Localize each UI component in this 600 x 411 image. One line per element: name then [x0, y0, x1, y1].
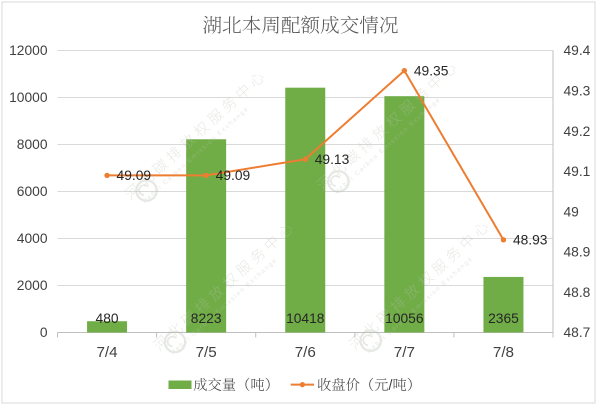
svg-text:8223: 8223 [191, 311, 222, 326]
svg-text:49.09: 49.09 [117, 168, 152, 183]
svg-text:48.7: 48.7 [564, 325, 591, 340]
svg-text:7/6: 7/6 [295, 344, 316, 361]
svg-text:49.4: 49.4 [564, 43, 591, 58]
svg-text:7/8: 7/8 [493, 344, 514, 361]
svg-text:49.3: 49.3 [564, 83, 591, 98]
svg-text:10418: 10418 [286, 311, 325, 326]
svg-text:6000: 6000 [17, 184, 48, 199]
svg-text:49.13: 49.13 [315, 152, 350, 167]
svg-text:7/4: 7/4 [96, 344, 117, 361]
svg-text:49: 49 [564, 204, 580, 219]
svg-text:2365: 2365 [488, 311, 519, 326]
svg-text:12000: 12000 [9, 43, 48, 58]
svg-text:48.9: 48.9 [564, 245, 591, 260]
svg-text:48.8: 48.8 [564, 285, 591, 300]
svg-text:8000: 8000 [17, 137, 48, 152]
svg-text:49.35: 49.35 [414, 63, 449, 78]
svg-text:49.1: 49.1 [564, 164, 591, 179]
svg-text:48.93: 48.93 [513, 233, 548, 248]
svg-text:10056: 10056 [385, 311, 424, 326]
svg-text:/: / [389, 378, 393, 394]
svg-text:480: 480 [96, 311, 119, 326]
svg-text:4000: 4000 [17, 231, 48, 246]
svg-text:0: 0 [40, 325, 48, 340]
svg-text:49.2: 49.2 [564, 124, 591, 139]
svg-text:10000: 10000 [9, 90, 48, 105]
svg-text:2000: 2000 [17, 278, 48, 293]
svg-text:7/5: 7/5 [196, 344, 217, 361]
svg-text:49.09: 49.09 [216, 168, 251, 183]
svg-text:7/7: 7/7 [394, 344, 415, 361]
